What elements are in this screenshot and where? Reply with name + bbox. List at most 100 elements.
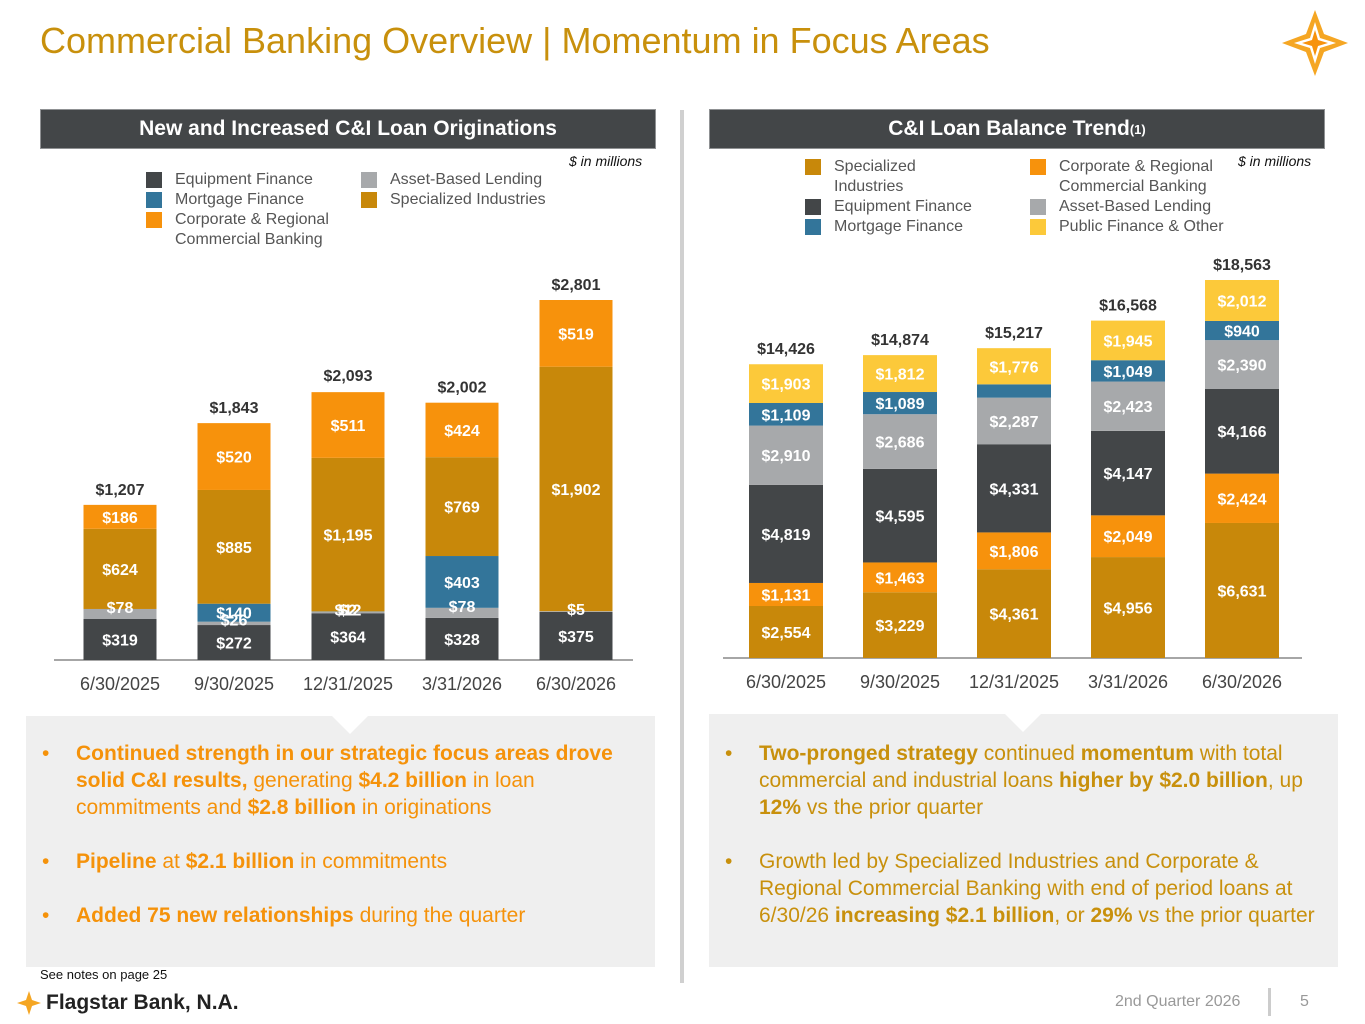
data-label: $4,361	[990, 607, 1039, 624]
left-callout-box: Continued strength in our strategic focu…	[26, 716, 655, 967]
data-label: $1,806	[990, 544, 1039, 561]
data-label: $624	[102, 562, 138, 579]
legend-item-corporate-regional: Corporate & Regional Commercial Banking	[146, 210, 346, 250]
bar-segment-public-finance-other	[977, 348, 1051, 385]
left-panel-header: New and Increased C&I Loan Originations	[40, 109, 656, 149]
data-label: $2,424	[1218, 491, 1267, 508]
data-label: $1,776	[990, 359, 1039, 376]
right-units-note: $ in millions	[1238, 153, 1312, 169]
bullet-text-run: Two-pronged strategy	[759, 742, 978, 765]
loan-balance-chart: $2,554 $1,131 $4,819 $2,910 $1,109 $1,903 $14,…	[723, 257, 1302, 692]
bullet-text-run: continued	[977, 742, 1081, 765]
data-label: $1,463	[876, 570, 925, 587]
bullet-text-run: $2.8 billion	[247, 796, 357, 819]
bar-segment-corporate-regional-commercial-banking	[1205, 473, 1279, 523]
right-legend-col-1: Specialized Industries Equipment Finance…	[805, 157, 1005, 237]
bar-segment-public-finance-other	[749, 364, 823, 403]
data-label: $519	[558, 326, 594, 343]
x-tick-label: 6/30/2026	[1202, 672, 1282, 692]
data-label: $2,049	[1104, 529, 1153, 546]
bar-segment-corporate-regional-commercial-banking	[539, 300, 613, 367]
left-bullet-3: Added 75 new relationships during the qu…	[42, 902, 648, 929]
legend-item-equipment-finance: Equipment Finance	[146, 170, 346, 190]
footnote-reference: See notes on page 25	[40, 967, 168, 982]
bar-segment-corporate-regional-commercial-banking	[863, 562, 937, 593]
x-tick-label: 12/31/2025	[303, 674, 393, 694]
left-bullet-2: Pipeline at $2.1 billion in commitments	[42, 848, 648, 875]
data-label: $1,049	[1104, 364, 1153, 381]
right-bullet-2: Growth led by Specialized Industries and…	[725, 848, 1339, 929]
bar-segment-specialized-industries	[1091, 557, 1165, 658]
bar-total-label: $2,093	[324, 368, 373, 385]
bar-segment-equipment-finance	[197, 625, 271, 660]
data-label: $1,903	[762, 377, 811, 394]
bar-segment-equipment-finance	[83, 619, 157, 660]
data-label: $4,147	[1104, 466, 1153, 483]
x-tick-label: 12/31/2025	[969, 672, 1059, 692]
bar-segment-mortgage-finance	[425, 556, 499, 608]
left-units-note: $ in millions	[569, 153, 643, 169]
data-label: $3,229	[876, 618, 925, 635]
right-panel-footnote-ref: (1)	[1129, 121, 1146, 137]
left-legend-col-1: Equipment Finance Mortgage Finance Corpo…	[146, 170, 346, 250]
bullet-text-run: , up	[1267, 769, 1303, 792]
legend-item-asset-based: Asset-Based Lending	[1030, 197, 1245, 217]
legend-swatch	[805, 219, 821, 235]
data-label: $511	[331, 418, 366, 435]
data-label: $4,331	[990, 481, 1039, 498]
bar-segment-specialized-industries	[977, 569, 1051, 658]
data-label: $1,089	[876, 396, 925, 413]
data-label: $2,554	[762, 625, 811, 642]
legend-item-public-finance: Public Finance & Other	[1030, 217, 1245, 237]
data-label: $4,956	[1104, 601, 1153, 618]
brand-logo: Flagstar Bank, N.A.	[16, 990, 239, 1016]
data-label: $1,945	[1104, 333, 1153, 350]
legend-swatch	[1030, 219, 1046, 235]
data-label: $78	[449, 599, 476, 616]
bar-segment-public-finance-other	[863, 355, 937, 393]
page-number: 5	[1300, 993, 1309, 1010]
right-panel-title: C&I Loan Balance Trend	[888, 117, 1130, 140]
bar-total-label: $16,568	[1099, 298, 1157, 315]
bar-segment-specialized-industries	[83, 528, 157, 609]
bar-segment-corporate-regional-commercial-banking	[977, 532, 1051, 570]
bar-segment-specialized-industries	[539, 366, 613, 612]
panel-divider	[680, 110, 684, 983]
bullet-text-run: in loan commitments and	[76, 769, 535, 819]
bar-segment-equipment-finance	[311, 613, 385, 660]
data-label: $4,819	[762, 527, 811, 544]
legend-item-asset-based: Asset-Based Lending	[361, 170, 571, 190]
data-label: $6,631	[1218, 583, 1267, 600]
originations-chart: $319 $624 $186 $78 $1,207 6/30/2025 $272 $140 $8…	[54, 277, 633, 694]
legend-swatch	[1030, 159, 1046, 175]
bar-segment-asset-based-lending	[425, 607, 499, 618]
data-label: $2,287	[990, 414, 1039, 431]
x-tick-label: 3/31/2026	[422, 674, 502, 694]
data-label: $2,012	[1218, 293, 1267, 310]
data-label: $140	[216, 606, 252, 623]
data-label: $2	[339, 602, 357, 619]
bar-segment-mortgage-finance	[749, 402, 823, 426]
bar-total-label: $18,563	[1213, 257, 1271, 274]
bullet-text-run: vs the prior quarter	[801, 796, 984, 819]
bar-segment-specialized-industries	[311, 457, 385, 612]
right-panel-header: C&I Loan Balance Trend (1)	[709, 109, 1325, 149]
right-legend-col-2: Corporate & Regional Commercial Banking …	[1030, 157, 1245, 237]
bar-segment-equipment-finance	[425, 617, 499, 660]
right-callout-box: Two-pronged strategy continued momentum …	[709, 714, 1338, 967]
bullet-text-run: in originations	[356, 796, 492, 819]
left-bullet-list: Continued strength in our strategic focu…	[42, 740, 648, 956]
x-tick-label: 6/30/2026	[536, 674, 616, 694]
legend-swatch	[146, 172, 162, 188]
bullet-text-run: $4.2 billion	[358, 769, 467, 792]
bar-segment-equipment-finance	[1205, 388, 1279, 474]
bar-segment-asset-based-lending	[863, 414, 937, 469]
data-label: $424	[444, 423, 480, 440]
right-bullet-list: Two-pronged strategy continued momentum …	[725, 740, 1339, 956]
legend-swatch	[805, 199, 821, 215]
legend-swatch	[361, 172, 377, 188]
bar-segment-asset-based-lending	[977, 397, 1051, 445]
legend-item-equipment-finance: Equipment Finance	[805, 197, 1005, 217]
right-bullet-1: Two-pronged strategy continued momentum …	[725, 740, 1339, 821]
x-tick-label: 6/30/2025	[746, 672, 826, 692]
